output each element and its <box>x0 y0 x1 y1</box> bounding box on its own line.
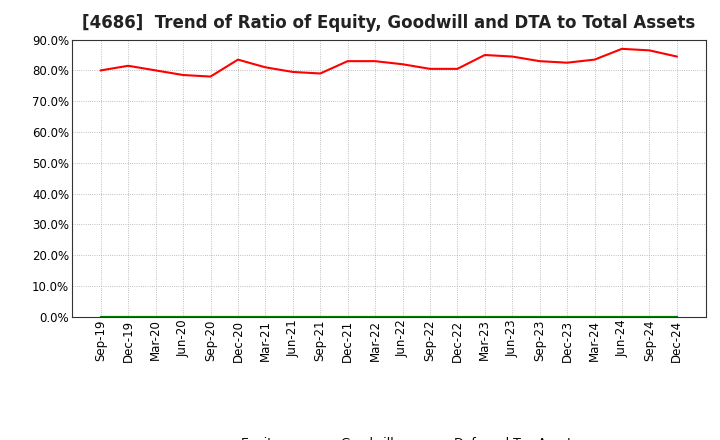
Deferred Tax Assets <box>480 314 489 319</box>
Equity <box>398 62 407 67</box>
Line: Equity: Equity <box>101 49 677 77</box>
Deferred Tax Assets <box>96 314 105 319</box>
Deferred Tax Assets <box>179 314 187 319</box>
Goodwill <box>206 314 215 319</box>
Goodwill <box>316 314 325 319</box>
Equity <box>289 69 297 74</box>
Goodwill <box>563 314 572 319</box>
Equity <box>426 66 434 71</box>
Deferred Tax Assets <box>343 314 352 319</box>
Goodwill <box>618 314 626 319</box>
Equity <box>316 71 325 76</box>
Equity <box>206 74 215 79</box>
Goodwill <box>371 314 379 319</box>
Deferred Tax Assets <box>536 314 544 319</box>
Deferred Tax Assets <box>618 314 626 319</box>
Equity <box>151 68 160 73</box>
Equity <box>618 46 626 51</box>
Equity <box>536 59 544 64</box>
Goodwill <box>179 314 187 319</box>
Equity <box>343 59 352 64</box>
Goodwill <box>398 314 407 319</box>
Goodwill <box>151 314 160 319</box>
Deferred Tax Assets <box>563 314 572 319</box>
Goodwill <box>96 314 105 319</box>
Equity <box>508 54 516 59</box>
Title: [4686]  Trend of Ratio of Equity, Goodwill and DTA to Total Assets: [4686] Trend of Ratio of Equity, Goodwil… <box>82 15 696 33</box>
Equity <box>590 57 599 62</box>
Deferred Tax Assets <box>453 314 462 319</box>
Equity <box>261 65 270 70</box>
Goodwill <box>672 314 681 319</box>
Equity <box>233 57 242 62</box>
Goodwill <box>590 314 599 319</box>
Goodwill <box>124 314 132 319</box>
Goodwill <box>261 314 270 319</box>
Goodwill <box>645 314 654 319</box>
Equity <box>124 63 132 68</box>
Deferred Tax Assets <box>151 314 160 319</box>
Goodwill <box>536 314 544 319</box>
Deferred Tax Assets <box>261 314 270 319</box>
Goodwill <box>289 314 297 319</box>
Deferred Tax Assets <box>371 314 379 319</box>
Goodwill <box>233 314 242 319</box>
Legend: Equity, Goodwill, Deferred Tax Assets: Equity, Goodwill, Deferred Tax Assets <box>194 432 583 440</box>
Goodwill <box>480 314 489 319</box>
Deferred Tax Assets <box>206 314 215 319</box>
Deferred Tax Assets <box>426 314 434 319</box>
Equity <box>179 72 187 77</box>
Equity <box>480 52 489 58</box>
Goodwill <box>343 314 352 319</box>
Deferred Tax Assets <box>590 314 599 319</box>
Deferred Tax Assets <box>316 314 325 319</box>
Deferred Tax Assets <box>289 314 297 319</box>
Equity <box>645 48 654 53</box>
Equity <box>453 66 462 71</box>
Goodwill <box>426 314 434 319</box>
Equity <box>371 59 379 64</box>
Goodwill <box>453 314 462 319</box>
Equity <box>672 54 681 59</box>
Deferred Tax Assets <box>645 314 654 319</box>
Deferred Tax Assets <box>124 314 132 319</box>
Goodwill <box>508 314 516 319</box>
Equity <box>563 60 572 65</box>
Equity <box>96 68 105 73</box>
Deferred Tax Assets <box>672 314 681 319</box>
Deferred Tax Assets <box>508 314 516 319</box>
Deferred Tax Assets <box>398 314 407 319</box>
Deferred Tax Assets <box>233 314 242 319</box>
